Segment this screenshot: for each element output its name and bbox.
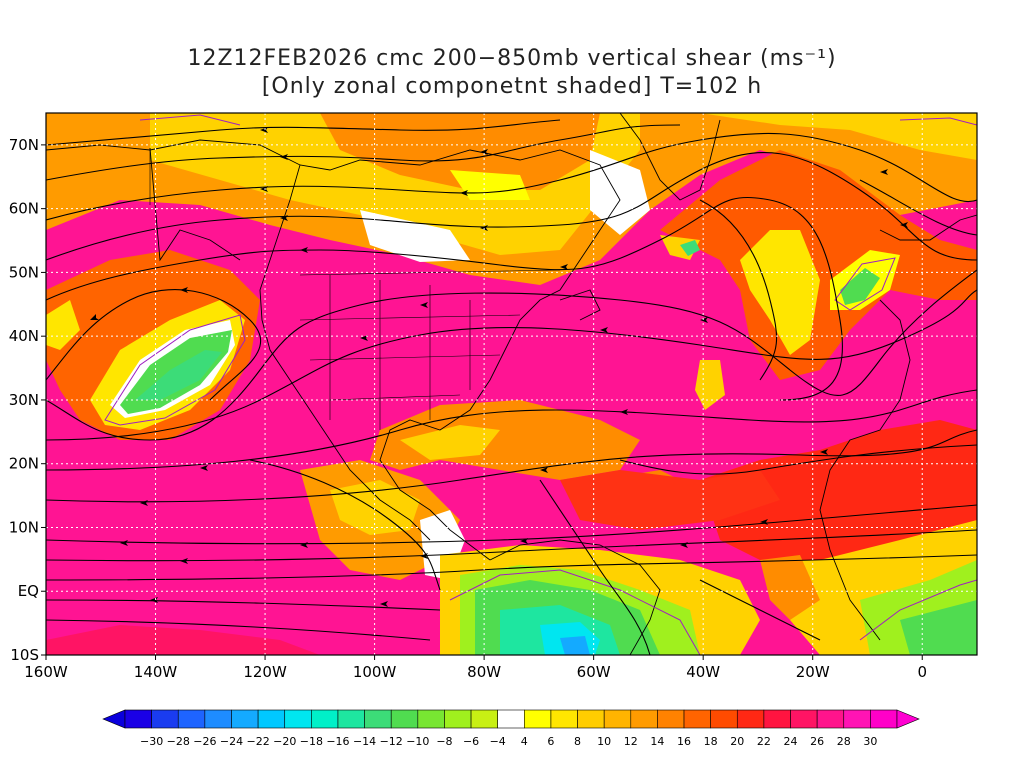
colorbar-label: −14: [353, 735, 376, 748]
lat-tick-label: 40N: [9, 327, 39, 345]
colorbar-swatch: [870, 709, 898, 729]
colorbar-label: 24: [784, 735, 798, 748]
colorbar-label: 26: [810, 735, 824, 748]
colorbar-swatch: [497, 709, 525, 729]
lat-tick-label: 20N: [9, 455, 39, 473]
lon-tick-label: 40W: [686, 663, 720, 681]
colorbar-label: 4: [521, 735, 528, 748]
colorbar-label: −20: [273, 735, 296, 748]
lat-tick-label: 10S: [10, 646, 39, 664]
colorbar-label: 8: [574, 735, 581, 748]
colorbar-swatch: [177, 709, 206, 729]
colorbar-swatch: [257, 709, 286, 729]
colorbar-swatch: [603, 709, 632, 729]
lon-tick-label: 60W: [577, 663, 611, 681]
colorbar-label: 10: [597, 735, 611, 748]
colorbar-label: −12: [380, 735, 403, 748]
colorbar-label: −16: [326, 735, 349, 748]
map-title-line2: [Only zonal componetnt shaded] T=102 h: [261, 74, 763, 99]
colorbar-label: −30: [140, 735, 163, 748]
colorbar-swatch: [577, 709, 605, 729]
colorbar-swatch: [231, 709, 259, 729]
colorbar-swatch: [284, 709, 312, 729]
colorbar-swatch: [337, 709, 365, 729]
colorbar-swatch: [417, 709, 445, 729]
colorbar-label: 28: [837, 735, 851, 748]
colorbar-swatch: [444, 709, 472, 729]
colorbar-label: 22: [757, 735, 771, 748]
lat-tick-label: 50N: [9, 263, 39, 281]
lat-tick-label: 60N: [9, 200, 39, 218]
lon-tick-label: 0: [917, 663, 927, 681]
colorbar-swatch: [763, 709, 791, 729]
colorbar-swatch: [630, 709, 658, 729]
colorbar-label: −4: [490, 735, 506, 748]
colorbar-under-arrow: [102, 709, 126, 729]
colorbar-label: −26: [193, 735, 216, 748]
lat-tick-label: 70N: [9, 136, 39, 154]
grid-lines: [46, 113, 977, 655]
colorbar-swatch: [124, 709, 152, 729]
lon-tick-label: 140W: [134, 663, 178, 681]
colorbar-swatch: [390, 709, 419, 729]
lat-tick-label: EQ: [18, 582, 39, 600]
colorbar-swatch: [843, 709, 871, 729]
colorbar-label: 20: [730, 735, 744, 748]
latitude-axis: 70N 60N 50N 40N 30N 20N 10N EQ 10S: [9, 136, 46, 664]
lon-tick-label: 160W: [24, 663, 68, 681]
plot-frame: [45, 112, 978, 656]
colorbar-label: −22: [246, 735, 269, 748]
colorbar-swatch: [204, 709, 232, 729]
colorbar-label: 12: [624, 735, 638, 748]
streamline-arrows: [90, 127, 908, 607]
colorbar-label: 16: [677, 735, 691, 748]
colorbar-swatch: [816, 709, 845, 729]
shading-field: [46, 113, 977, 655]
colorbar-swatch: [657, 709, 685, 729]
colorbar-swatch: [470, 709, 498, 729]
lat-tick-label: 10N: [9, 518, 39, 536]
streamlines: [46, 119, 977, 655]
lon-tick-label: 80W: [467, 663, 501, 681]
colorbar-swatch: [524, 709, 552, 729]
colorbar-label: −10: [406, 735, 429, 748]
colorbar-label: 14: [650, 735, 664, 748]
colorbar-swatch: [151, 709, 179, 729]
colorbar-label: −28: [167, 735, 190, 748]
map-title-line1: 12Z12FEB2026 cmc 200−850mb vertical shea…: [187, 46, 837, 71]
colorbar-label: 6: [547, 735, 554, 748]
lon-tick-label: 20W: [796, 663, 830, 681]
colorbar-swatch: [364, 709, 392, 729]
colorbar-swatch: [736, 709, 765, 729]
colorbar-label: −18: [300, 735, 323, 748]
colorbar-label: −6: [463, 735, 479, 748]
longitude-axis: 160W 140W 120W 100W 80W 60W 40W 20W 0: [24, 655, 927, 681]
colorbar-label: −8: [436, 735, 452, 748]
lat-tick-label: 30N: [9, 391, 39, 409]
colorbar-swatch: [311, 709, 339, 729]
colorbar-swatch: [710, 709, 738, 729]
colorbar-swatch: [683, 709, 711, 729]
colorbar-label: 30: [863, 735, 877, 748]
colorbar-swatch: [790, 709, 818, 729]
colorbar-label: 18: [704, 735, 718, 748]
lon-tick-label: 100W: [353, 663, 397, 681]
colorbar-over-arrow: [896, 709, 920, 729]
colorbar-label: −24: [220, 735, 243, 748]
lon-tick-label: 120W: [243, 663, 287, 681]
colorbar-swatch: [550, 709, 578, 729]
